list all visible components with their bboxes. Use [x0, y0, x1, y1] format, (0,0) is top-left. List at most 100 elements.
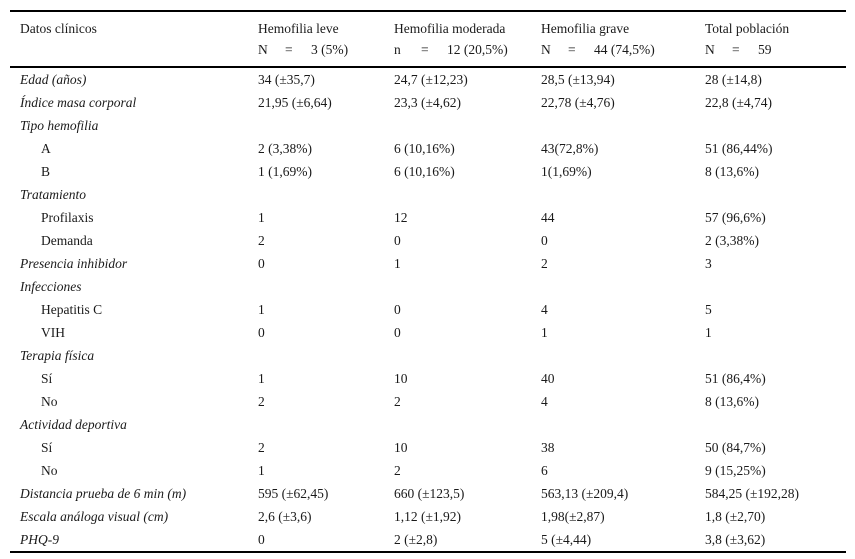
- row-value: [705, 114, 846, 137]
- row-value: [258, 344, 394, 367]
- row-value: 1,12 (±1,92): [394, 509, 462, 524]
- column-n-count: N = 59: [705, 39, 846, 60]
- row-value: [258, 275, 394, 298]
- header-nlab: N: [705, 42, 715, 57]
- row-value: [541, 344, 705, 367]
- row-value: 3,8 (±3,62): [705, 532, 766, 547]
- row-label: Sí: [41, 440, 53, 455]
- row-value: 38: [541, 440, 555, 455]
- header-eq: =: [568, 42, 576, 57]
- column-title: Total población: [705, 21, 790, 36]
- row-value: [394, 275, 541, 298]
- row-value: 1: [258, 371, 265, 386]
- row-value: 40: [541, 371, 555, 386]
- row-value: [705, 413, 846, 436]
- row-value: 12: [394, 210, 408, 225]
- row-value: 5 (±4,44): [541, 532, 592, 547]
- row-value: 28 (±14,8): [705, 72, 762, 87]
- row-value: 44: [541, 210, 555, 225]
- row-label: Profilaxis: [41, 210, 94, 225]
- table-row: Tratamiento: [10, 183, 846, 206]
- row-value: 4: [541, 302, 548, 317]
- table-row: Hepatitis C 1 0 4 5: [10, 298, 846, 321]
- column-n-count: N = 3 (5%): [258, 39, 394, 60]
- row-label: Presencia inhibidor: [20, 256, 128, 271]
- row-label: Tipo hemofilia: [20, 118, 99, 133]
- row-value: [541, 413, 705, 436]
- header-eq: =: [732, 42, 740, 57]
- table-row: Escala análoga visual (cm) 2,6 (±3,6) 1,12…: [10, 505, 846, 528]
- header-nval: 44 (74,5%): [594, 42, 655, 57]
- row-value: [258, 183, 394, 206]
- row-value: 1,8 (±2,70): [705, 509, 766, 524]
- row-value: [394, 183, 541, 206]
- row-value: 0: [258, 256, 265, 271]
- row-value: 0: [394, 233, 401, 248]
- row-value: 563,13 (±209,4): [541, 486, 629, 501]
- row-label: Terapia física: [20, 348, 95, 363]
- table-body: Edad (años) 34 (±35,7) 24,7 (±12,23) 28,5 (…: [10, 67, 846, 552]
- row-value: 2: [541, 256, 548, 271]
- row-value: 0: [541, 233, 548, 248]
- row-value: 51 (86,4%): [705, 371, 766, 386]
- row-value: [541, 114, 705, 137]
- table-row: Actividad deportiva: [10, 413, 846, 436]
- row-value: 10: [394, 440, 408, 455]
- header-nval: 59: [758, 42, 772, 57]
- row-value: 8 (13,6%): [705, 394, 759, 409]
- row-value: 2 (±2,8): [394, 532, 438, 547]
- header-nval: 3 (5%): [311, 42, 349, 57]
- table-row: Distancia prueba de 6 min (m) 595 (±62,45…: [10, 482, 846, 505]
- table-row: No 1 2 6 9 (15,25%): [10, 459, 846, 482]
- header-nlab: N: [258, 42, 268, 57]
- table-row: Presencia inhibidor 0 1 2 3: [10, 252, 846, 275]
- row-value: 6: [541, 463, 548, 478]
- header-nlab: n: [394, 42, 401, 57]
- table-row: Índice masa corporal 21,95 (±6,64) 23,3 (±…: [10, 91, 846, 114]
- table-row: Profilaxis 1 12 44 57 (96,6%): [10, 206, 846, 229]
- row-value: 660 (±123,5): [394, 486, 465, 501]
- column-title: Datos clínicos: [20, 21, 97, 36]
- row-value: 0: [394, 302, 401, 317]
- row-label: VIH: [41, 325, 65, 340]
- row-label: Demanda: [41, 233, 93, 248]
- row-value: 2,6 (±3,6): [258, 509, 312, 524]
- row-label: B: [41, 164, 51, 179]
- row-value: 8 (13,6%): [705, 164, 759, 179]
- row-value: 51 (86,44%): [705, 141, 773, 156]
- row-value: 0: [258, 325, 265, 340]
- row-value: [541, 183, 705, 206]
- row-value: 34 (±35,7): [258, 72, 315, 87]
- table-row: No 2 2 4 8 (13,6%): [10, 390, 846, 413]
- header-datos-clinicos: Datos clínicos: [10, 11, 258, 68]
- row-value: 10: [394, 371, 408, 386]
- row-value: 2 (3,38%): [258, 141, 312, 156]
- row-value: 2 (3,38%): [705, 233, 759, 248]
- column-n-count: n = 12 (20,5%): [394, 39, 541, 60]
- row-value: 595 (±62,45): [258, 486, 329, 501]
- row-value: 23,3 (±4,62): [394, 95, 462, 110]
- row-label: No: [41, 463, 58, 478]
- table-row: Edad (años) 34 (±35,7) 24,7 (±12,23) 28,5 (…: [10, 67, 846, 91]
- row-value: 6 (10,16%): [394, 164, 455, 179]
- row-value: [394, 344, 541, 367]
- row-value: 22,78 (±4,76): [541, 95, 615, 110]
- row-label: Tratamiento: [20, 187, 87, 202]
- header-nval: 12 (20,5%): [447, 42, 508, 57]
- header-col-2: Hemofilia leve N = 3 (5%): [258, 11, 394, 68]
- header-col-5: Total población N = 59: [705, 11, 846, 68]
- table-row: Terapia física: [10, 344, 846, 367]
- table-row: PHQ-9 0 2 (±2,8) 5 (±4,44) 3,8 (±3,62): [10, 528, 846, 552]
- row-value: 1: [258, 302, 265, 317]
- row-value: [705, 275, 846, 298]
- header-nlab: N: [541, 42, 551, 57]
- row-label: Hepatitis C: [41, 302, 103, 317]
- row-value: 1: [258, 210, 265, 225]
- row-value: 2: [258, 233, 265, 248]
- row-value: [394, 413, 541, 436]
- row-label: Sí: [41, 371, 53, 386]
- row-value: 584,25 (±192,28): [705, 486, 800, 501]
- row-value: [541, 275, 705, 298]
- header-row: Datos clínicos Hemofilia leve N = 3 (5%) Hem…: [10, 11, 846, 68]
